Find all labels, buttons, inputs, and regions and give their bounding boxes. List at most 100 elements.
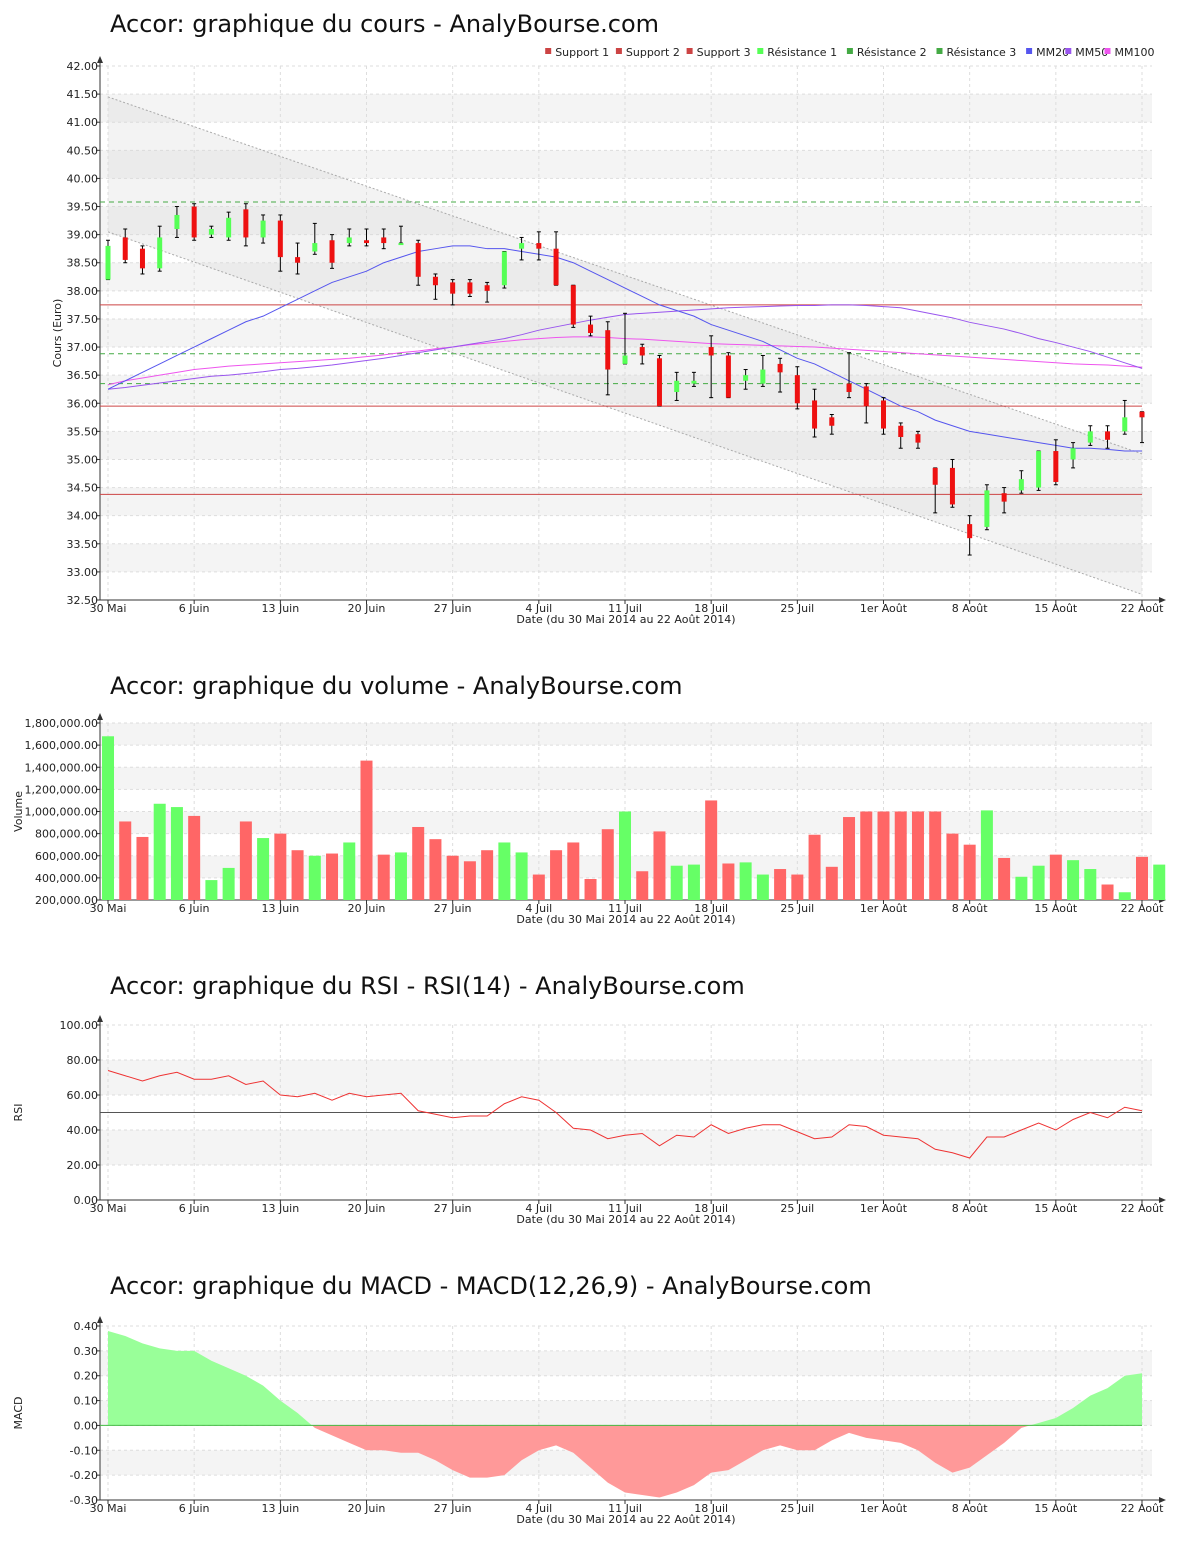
volume-bar [601,829,614,900]
candle-body [398,243,404,246]
legend-label: Support 1 [555,46,609,59]
volume-ytick-label: 200,000.00 [35,894,98,907]
price-chart-panel: Accor: graphique du cours - AnalyBourse.… [0,0,1200,640]
candle-body [967,524,973,539]
macd-ytick-label: 0.40 [74,1320,99,1333]
volume-bar [550,850,563,900]
volume-bar [498,842,511,900]
price-ytick-label: 40.00 [67,172,99,185]
candle-body [346,237,352,244]
candle-body [243,209,249,238]
volume-bar [481,850,494,900]
volume-y-axis-label: Volume [12,791,25,832]
mm20-line [107,245,1142,452]
macd-positive-area [108,1330,312,1426]
rsi-xtick-label: 20 Juin [348,1202,386,1215]
candle-body [1001,493,1007,502]
macd-xtick-label: 8 Août [952,1502,989,1515]
candle-body [777,363,783,373]
volume-bar [119,821,132,900]
legend-swatch [936,48,943,54]
volume-bar [567,842,580,900]
candle-body [157,237,163,269]
macd-ytick-label: -0.10 [70,1444,98,1457]
macd-xtick-label: 6 Juin [179,1502,210,1515]
price-grid-band [100,375,1152,404]
volume-chart-title: Accor: graphique du volume - AnalyBourse… [110,672,683,700]
macd-chart-panel: Accor: graphique du MACD - MACD(12,26,9)… [0,1260,1200,1550]
macd-xtick-label: 4 Juil [525,1502,552,1515]
volume-bar [1136,856,1148,900]
macd-xtick-label: 13 Juin [261,1502,299,1515]
rsi-xtick-label: 11 Juil [608,1202,642,1215]
price-ytick-label: 39.00 [67,229,99,242]
rsi-ytick-label: 100.00 [60,1019,99,1032]
volume-ytick-label: 1,000,000.00 [25,806,98,819]
price-xtick-label: 27 Juin [434,602,472,615]
macd-ytick-label: 0.10 [74,1395,99,1408]
macd-chart-title: Accor: graphique du MACD - MACD(12,26,9)… [110,1272,872,1300]
price-y-axis-arrow [97,56,103,63]
candle-body [1105,431,1111,440]
candle-body [622,355,628,364]
macd-ytick-label: 0.00 [74,1419,99,1432]
volume-bar [1049,854,1062,900]
price-ytick-label: 37.50 [67,313,99,326]
legend-swatch [615,48,622,54]
candle-body [725,355,731,398]
price-ytick-label: 32.50 [67,594,99,607]
price-ytick-label: 38.00 [67,285,99,298]
volume-xtick-label: 4 Juil [525,902,552,915]
price-xtick-label: 20 Juin [348,602,386,615]
rsi-ytick-label: 80.00 [67,1054,99,1067]
rsi-chart-title: Accor: graphique du RSI - RSI(14) - Anal… [110,972,745,1000]
rsi-line [107,1070,1143,1159]
price-xtick-label: 4 Juil [525,602,552,615]
volume-bar [687,864,700,900]
rsi-xtick-label: 8 Août [952,1202,989,1215]
volume-bar [946,833,959,900]
candle-body [881,400,886,429]
rsi-ytick-label: 20.00 [67,1159,99,1172]
legend-swatch [846,48,853,54]
rsi-xtick-label: 13 Juin [261,1202,299,1215]
volume-x-axis-label: Date (du 30 Mai 2014 au 22 Août 2014) [516,913,735,926]
volume-y-axis-arrow [97,713,103,720]
volume-bar [532,874,545,900]
legend-swatch [545,48,552,54]
macd-ytick-label: -0.20 [70,1469,98,1482]
volume-bar [394,852,407,900]
volume-ytick-label: 1,600,000.00 [25,739,98,752]
volume-bar [998,857,1011,900]
candle-body [226,217,232,238]
candle-body [553,248,559,286]
candle-body [984,490,990,527]
candle-body [1122,417,1128,432]
volume-bar [515,852,528,900]
candle-body [105,245,111,280]
rsi-xtick-label: 27 Juin [434,1202,472,1215]
volume-xtick-label: 25 Juil [780,902,814,915]
volume-xtick-label: 30 Mai [90,902,127,915]
price-ytick-label: 42.00 [67,60,99,73]
rsi-xtick-label: 4 Juil [525,1202,552,1215]
price-grid-band [100,487,1152,516]
legend-swatch [757,48,764,54]
volume-bar [1015,876,1028,900]
volume-bar [136,836,149,900]
candle-body [191,206,197,238]
volume-bar [429,839,442,900]
price-x-axis-label: Date (du 30 Mai 2014 au 22 Août 2014) [516,613,735,626]
price-chart: 32.50 33.00 33.50 34.00 34.50 35.00 35.50 36.00… [51,46,1166,626]
rsi-xtick-label: 30 Mai [90,1202,127,1215]
volume-bar [188,815,201,900]
price-xtick-label: 15 Août [1034,602,1078,615]
volume-bar [1101,884,1114,900]
volume-bar [739,862,752,900]
price-ytick-label: 38.50 [67,257,99,270]
candle-body [812,400,818,429]
volume-bar [705,800,718,900]
macd-ytick-label: 0.30 [74,1345,99,1358]
rsi-x-axis-label: Date (du 30 Mai 2014 au 22 Août 2014) [516,1213,735,1226]
candle-body [846,383,852,393]
